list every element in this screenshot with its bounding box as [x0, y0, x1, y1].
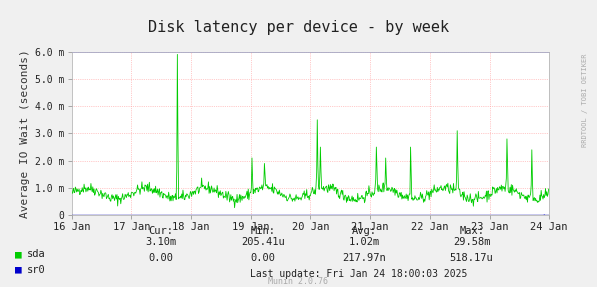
Text: 0.00: 0.00	[149, 253, 174, 263]
Text: 0.00: 0.00	[250, 253, 275, 263]
Text: RRDTOOL / TOBI OETIKER: RRDTOOL / TOBI OETIKER	[582, 54, 588, 147]
Text: Munin 2.0.76: Munin 2.0.76	[269, 277, 328, 286]
Text: sr0: sr0	[27, 265, 45, 275]
Text: ■: ■	[15, 265, 21, 275]
Text: Min:: Min:	[250, 226, 275, 236]
Text: Disk latency per device - by week: Disk latency per device - by week	[148, 20, 449, 35]
Text: ■: ■	[15, 249, 21, 259]
Text: Max:: Max:	[459, 226, 484, 236]
Y-axis label: Average IO Wait (seconds): Average IO Wait (seconds)	[20, 49, 30, 218]
Text: sda: sda	[27, 249, 45, 259]
Text: 205.41u: 205.41u	[241, 237, 285, 247]
Text: Cur:: Cur:	[149, 226, 174, 236]
Text: 3.10m: 3.10m	[146, 237, 177, 247]
Text: 29.58m: 29.58m	[453, 237, 490, 247]
Text: 1.02m: 1.02m	[349, 237, 380, 247]
Text: 217.97n: 217.97n	[342, 253, 386, 263]
Text: Avg:: Avg:	[352, 226, 377, 236]
Text: Last update: Fri Jan 24 18:00:03 2025: Last update: Fri Jan 24 18:00:03 2025	[250, 269, 467, 279]
Text: 518.17u: 518.17u	[450, 253, 494, 263]
